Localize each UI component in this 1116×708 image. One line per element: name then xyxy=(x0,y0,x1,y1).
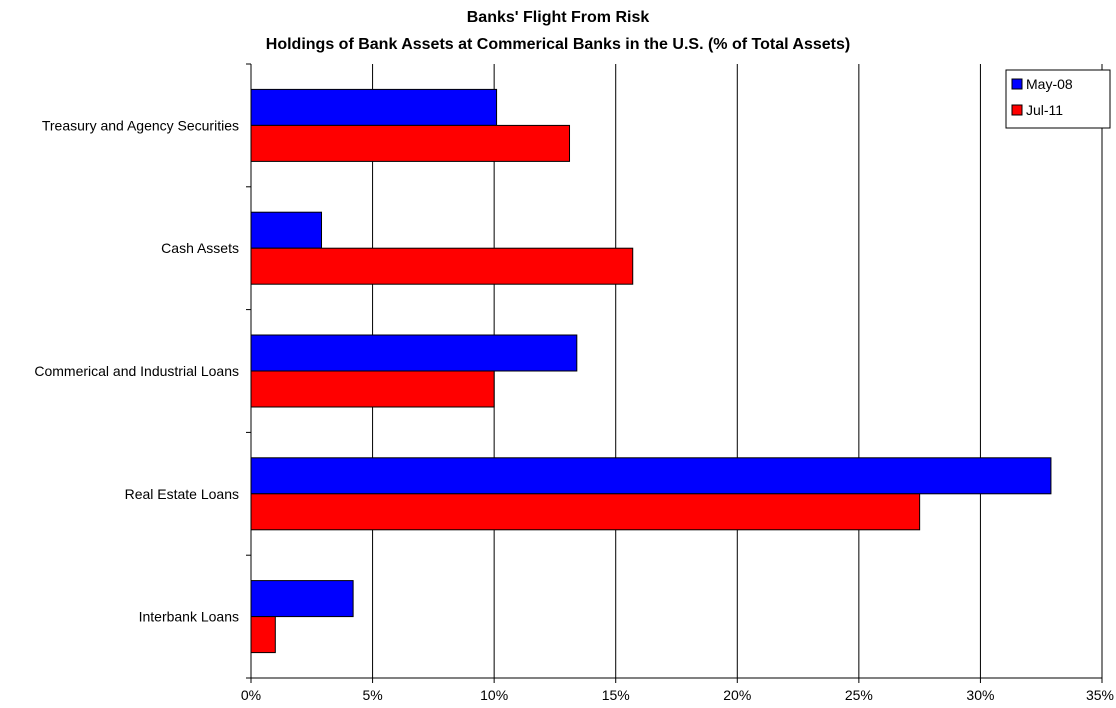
bar-jul11-4 xyxy=(250,493,921,531)
category-label: Commerical and Industrial Loans xyxy=(34,363,239,379)
x-tick-label: 10% xyxy=(480,687,508,703)
bar-may08-5 xyxy=(250,580,354,618)
x-tick-label: 15% xyxy=(602,687,630,703)
legend-label-may08: May-08 xyxy=(1026,76,1073,92)
bars xyxy=(250,88,1052,654)
x-tick-label: 0% xyxy=(241,687,261,703)
bar-jul11-1 xyxy=(250,124,571,162)
axes xyxy=(246,63,1103,683)
legend-swatch-jul11 xyxy=(1011,104,1023,116)
legend-label-jul11: Jul-11 xyxy=(1026,102,1063,118)
bar-may08-3 xyxy=(250,334,578,372)
category-label: Treasury and Agency Securities xyxy=(42,117,239,133)
x-tick-label: 30% xyxy=(966,687,994,703)
category-label: Cash Assets xyxy=(161,240,239,256)
bar-may08-1 xyxy=(250,88,498,126)
bar-may08-4 xyxy=(250,457,1052,495)
bar-jul11-5 xyxy=(250,616,276,654)
axis-labels: Treasury and Agency Securities Cash Asset… xyxy=(34,117,1114,703)
legend: May-08 Jul-11 xyxy=(1005,69,1111,129)
chart-subtitle: Holdings of Bank Assets at Commerical Ba… xyxy=(266,36,850,53)
legend-box xyxy=(1005,69,1111,129)
bar-jul11-3 xyxy=(250,370,495,408)
category-label: Interbank Loans xyxy=(139,609,239,625)
bar-jul11-2 xyxy=(250,247,634,285)
x-tick-label: 5% xyxy=(362,687,382,703)
x-tick-label: 20% xyxy=(723,687,751,703)
chart-title: Banks' Flight From Risk xyxy=(467,9,650,26)
bar-may08-2 xyxy=(250,211,323,249)
category-label: Real Estate Loans xyxy=(125,486,239,502)
legend-swatch-may08 xyxy=(1011,78,1023,90)
gridlines xyxy=(372,64,1103,678)
x-tick-label: 25% xyxy=(845,687,873,703)
x-tick-label: 35% xyxy=(1086,687,1114,703)
